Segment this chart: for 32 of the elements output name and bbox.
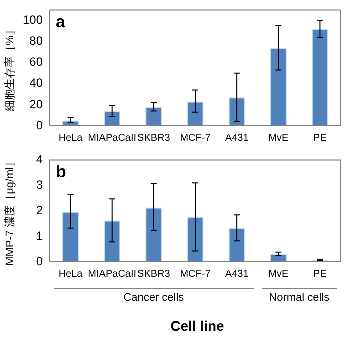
y-tick-label: 3 (36, 178, 44, 192)
x-tick-label: SKBR3 (138, 132, 171, 144)
x-tick-label: SKBR3 (138, 268, 171, 280)
x-tick-label: A431 (225, 268, 250, 280)
x-tick-label: MvE (268, 268, 289, 280)
y-tick-label: 20 (30, 97, 44, 112)
x-tick-label: PE (314, 132, 328, 144)
y-tick-label: 1 (36, 228, 44, 243)
y-axis-title: 細胞生存率［%］ (4, 24, 17, 112)
x-axis-title: Cell line (170, 318, 226, 334)
x-tick-label: MIAPaCaII (88, 132, 137, 144)
chart-title: b (56, 162, 66, 182)
x-tick-label: MCF-7 (180, 268, 212, 280)
x-tick-label: MvE (268, 132, 289, 144)
x-tick-label: MCF-7 (180, 132, 212, 144)
y-tick-label: 100 (22, 13, 44, 28)
x-tick-label: HeLa (58, 132, 84, 144)
x-tick-label: PE (314, 268, 328, 280)
y-tick-label: 80 (30, 34, 44, 48)
chart-title: a (56, 12, 66, 32)
y-axis-title: MMP-7 濃度［μg/ml］ (4, 156, 17, 266)
y-tick-label: 40 (30, 76, 44, 90)
x-tick-label: MIAPaCaII (88, 268, 137, 280)
x-tick-label: A431 (225, 132, 250, 144)
y-tick-label: 0 (36, 118, 44, 132)
y-tick-label: 0 (36, 254, 44, 268)
y-tick-label: 60 (30, 55, 44, 70)
x-tick-label: HeLa (58, 268, 84, 280)
text: Cancer cells (122, 292, 186, 304)
text: Normal cells (268, 292, 331, 304)
y-tick-label: 2 (36, 203, 44, 218)
y-tick-label: 4 (36, 152, 44, 167)
